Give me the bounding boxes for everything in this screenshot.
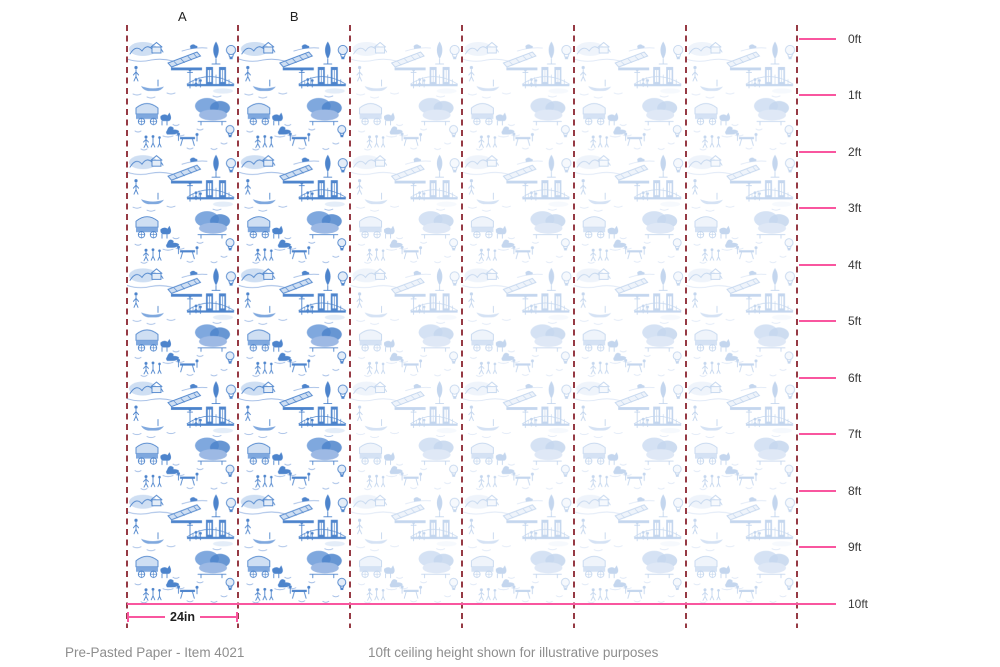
ruler-tick-label: 0ft [848,31,862,46]
ceiling-height-caption: 10ft ceiling height shown for illustrati… [368,645,659,660]
ruler-tick [799,320,836,323]
ruler-tick-label: 10ft [848,597,869,611]
bracket-left-cap [127,612,129,622]
ruler-tick-label: 2ft [848,144,862,159]
panel-label-b: B [289,9,299,24]
panel-divider [349,25,352,628]
ruler-tick [799,207,836,210]
ceiling-line [127,603,836,605]
ruler-tick [799,94,836,97]
ruler-tick-label: 7ft [848,427,862,442]
ruler-tick-label: 1ft [848,88,862,103]
panel-width-bracket: 24in [127,608,239,626]
ruler-tick [799,489,836,492]
ruler-tick-label: 9ft [848,540,862,555]
panel-divider [125,25,128,628]
ruler-tick [799,376,836,379]
ruler-tick-label: 8ft [848,483,862,498]
panel-divider [796,25,799,628]
ruler-tick [799,150,836,153]
ruler-tick [799,37,836,40]
ruler-tick-label: 4ft [848,257,862,272]
ruler-tick [799,263,836,266]
panel-label-a: A [178,9,187,24]
bracket-left-segment [129,616,165,618]
ruler-tick-label: 6ft [848,370,862,385]
panel-width-label: 24in [170,610,196,624]
item-caption: Pre-Pasted Paper - Item 4021 [65,645,245,660]
bracket-right-segment [200,616,237,618]
ruler-tick [799,546,836,549]
panel-divider [684,25,687,628]
panel-divider [572,25,575,628]
panel-divider [237,25,240,628]
ruler-tick-label: 5ft [848,314,862,329]
ruler-tick [799,433,836,436]
panel-divider [460,25,463,628]
bracket-right-cap [236,612,239,622]
ruler-tick-label: 3ft [848,201,862,216]
